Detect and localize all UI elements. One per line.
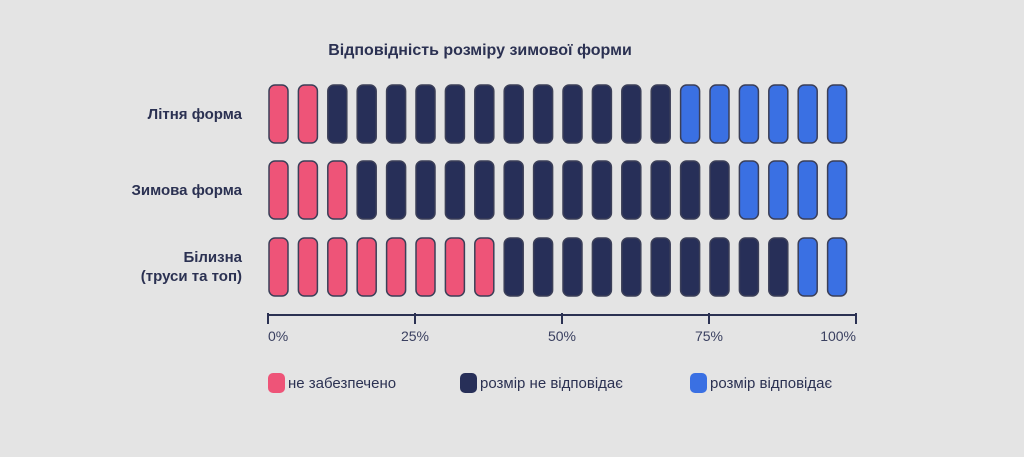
pictogram-unit bbox=[503, 160, 524, 220]
pictogram-unit bbox=[415, 160, 436, 220]
x-tick-label: 25% bbox=[401, 328, 429, 344]
pictogram-unit bbox=[532, 84, 554, 144]
pictogram-unit bbox=[650, 84, 671, 144]
pictogram-unit bbox=[768, 84, 789, 144]
pictogram-unit bbox=[621, 84, 642, 144]
pictogram-unit bbox=[591, 160, 613, 220]
pictogram-unit bbox=[797, 237, 818, 297]
row-label-summer: Літня форма bbox=[147, 106, 242, 123]
legend-label: розмір відповідає bbox=[710, 374, 833, 392]
legend-swatch bbox=[460, 373, 477, 393]
pictogram-unit bbox=[650, 237, 671, 297]
pictogram-unit bbox=[826, 84, 848, 144]
legend-item-size-match: розмір відповідає bbox=[690, 373, 832, 393]
pictogram-unit bbox=[356, 237, 377, 297]
pictogram-unit bbox=[474, 160, 495, 220]
row-label-underwear: Білизна (труси та топ) bbox=[140, 249, 242, 285]
pictogram-unit bbox=[356, 160, 377, 220]
pictogram-unit bbox=[768, 160, 789, 220]
pictogram-unit bbox=[415, 237, 436, 297]
pictogram-unit bbox=[738, 84, 760, 144]
pictogram-unit bbox=[327, 84, 348, 144]
pictogram-unit bbox=[562, 237, 583, 297]
pictogram-unit bbox=[385, 84, 407, 144]
pictogram-unit bbox=[826, 237, 848, 297]
pictogram-unit bbox=[327, 237, 348, 297]
legend-label: розмір не відповідає bbox=[480, 374, 623, 392]
x-tick-label: 0% bbox=[268, 328, 288, 344]
legend-swatch bbox=[268, 373, 285, 393]
pictogram-unit bbox=[768, 237, 789, 297]
pictogram-unit bbox=[327, 160, 348, 220]
pictogram-unit bbox=[826, 160, 848, 220]
pictogram-unit bbox=[474, 84, 495, 144]
x-tick-label: 100% bbox=[820, 328, 856, 344]
pictogram-unit bbox=[297, 237, 319, 297]
legend-item-not-provided: не забезпечено bbox=[268, 373, 396, 393]
chart-title: Відповідність розміру зимової форми bbox=[328, 42, 632, 59]
legend-swatch bbox=[690, 373, 707, 393]
pictogram-unit bbox=[532, 160, 554, 220]
pictogram-unit bbox=[738, 237, 760, 297]
pictogram-unit bbox=[444, 160, 466, 220]
legend-item-size-mismatch: розмір не відповідає bbox=[460, 373, 623, 393]
pictogram-unit bbox=[621, 160, 642, 220]
pictogram-unit bbox=[591, 84, 613, 144]
pictogram-unit bbox=[738, 160, 760, 220]
pictogram-unit bbox=[797, 84, 818, 144]
pictogram-unit bbox=[621, 237, 642, 297]
row-label-winter: Зимова форма bbox=[131, 182, 242, 199]
x-tick-label: 50% bbox=[548, 328, 576, 344]
pictogram-unit bbox=[297, 160, 319, 220]
pictogram-unit bbox=[503, 237, 524, 297]
pictogram-unit bbox=[709, 237, 730, 297]
pictogram-unit bbox=[797, 160, 818, 220]
pictogram-unit bbox=[415, 84, 436, 144]
pictogram-unit bbox=[268, 237, 289, 297]
pictogram-unit bbox=[562, 84, 583, 144]
pictogram-unit bbox=[385, 237, 407, 297]
pictogram-unit bbox=[268, 160, 289, 220]
pictogram-unit bbox=[679, 237, 701, 297]
pictogram-unit bbox=[532, 237, 554, 297]
pictogram-unit bbox=[474, 237, 495, 297]
pictogram-unit bbox=[562, 160, 583, 220]
pictogram-unit bbox=[356, 84, 377, 144]
pictogram-unit bbox=[679, 160, 701, 220]
pictogram-unit bbox=[591, 237, 613, 297]
pictogram-unit bbox=[679, 84, 701, 144]
pictogram-unit bbox=[650, 160, 671, 220]
pictogram-unit bbox=[385, 160, 407, 220]
pictogram-unit bbox=[503, 84, 524, 144]
legend-label: не забезпечено bbox=[288, 374, 397, 392]
pictogram-unit bbox=[268, 84, 289, 144]
x-tick-label: 75% bbox=[695, 328, 723, 344]
pictogram-unit bbox=[709, 160, 730, 220]
pictogram-unit bbox=[709, 84, 730, 144]
pictogram-unit bbox=[444, 84, 466, 144]
pictogram-unit bbox=[444, 237, 466, 297]
pictogram-unit bbox=[297, 84, 319, 144]
